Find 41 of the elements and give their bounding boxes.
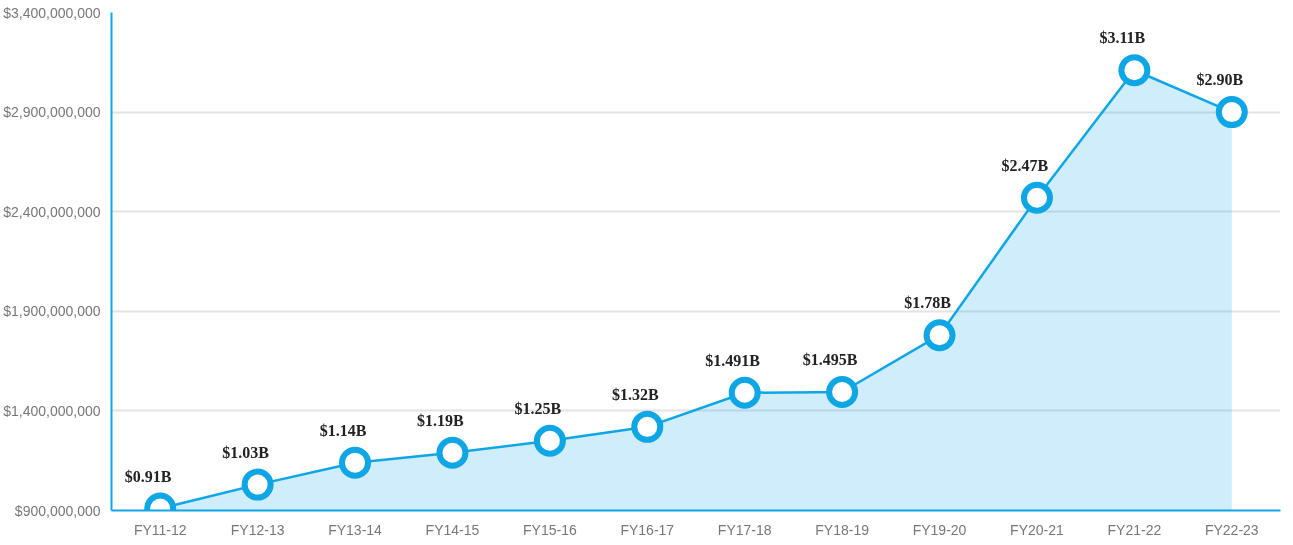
point (631, 410, 664, 443)
y-tick-label: $900,000,000 (14, 502, 101, 519)
x-tick-label: FY22-23 (1204, 521, 1259, 538)
x-tick-label: FY12-13 (230, 521, 285, 538)
y-tick-label: $1,400,000,000 (3, 402, 101, 419)
data-label: $1.19B (417, 411, 465, 429)
x-tick-label: FY13-14 (328, 521, 383, 538)
point (1215, 96, 1248, 129)
point (728, 376, 761, 409)
point (339, 446, 372, 479)
x-tick-label: FY18-19 (815, 521, 870, 538)
data-label: $3.11B (1099, 29, 1146, 47)
data-label: $2.90B (1196, 71, 1244, 89)
x-tick-label: FY11-12 (133, 521, 187, 538)
x-tick-label: FY19-20 (912, 521, 967, 538)
data-label: $1.14B (319, 421, 367, 439)
point (436, 436, 469, 469)
y-tick-label: $2,900,000,000 (3, 104, 101, 121)
point (923, 319, 956, 352)
point (241, 468, 274, 501)
data-label: $1.491B (705, 351, 761, 369)
point (826, 376, 859, 408)
data-label: $1.25B (514, 399, 562, 417)
data-label: $2.47B (1001, 156, 1049, 174)
data-label: $1.03B (222, 443, 270, 461)
x-tick-label: FY16-17 (620, 521, 675, 538)
point (1118, 54, 1151, 87)
point (533, 424, 566, 457)
x-tick-label: FY20-21 (1010, 521, 1065, 538)
x-tick-label: FY14-15 (425, 521, 480, 538)
x-tick-label: FY17-18 (717, 521, 772, 538)
data-label: $1.78B (904, 294, 952, 312)
y-tick-label: $3,400,000,000 (3, 4, 101, 21)
x-tick-label: FY15-16 (523, 521, 577, 538)
data-label: $1.495B (802, 350, 858, 368)
y-tick-label: $2,400,000,000 (3, 203, 101, 220)
point (1020, 181, 1053, 214)
data-label: $0.91B (124, 467, 172, 485)
x-tick-label: FY21-22 (1107, 521, 1162, 538)
data-label: $1.32B (611, 385, 659, 403)
y-tick-label: $1,900,000,000 (3, 303, 101, 320)
